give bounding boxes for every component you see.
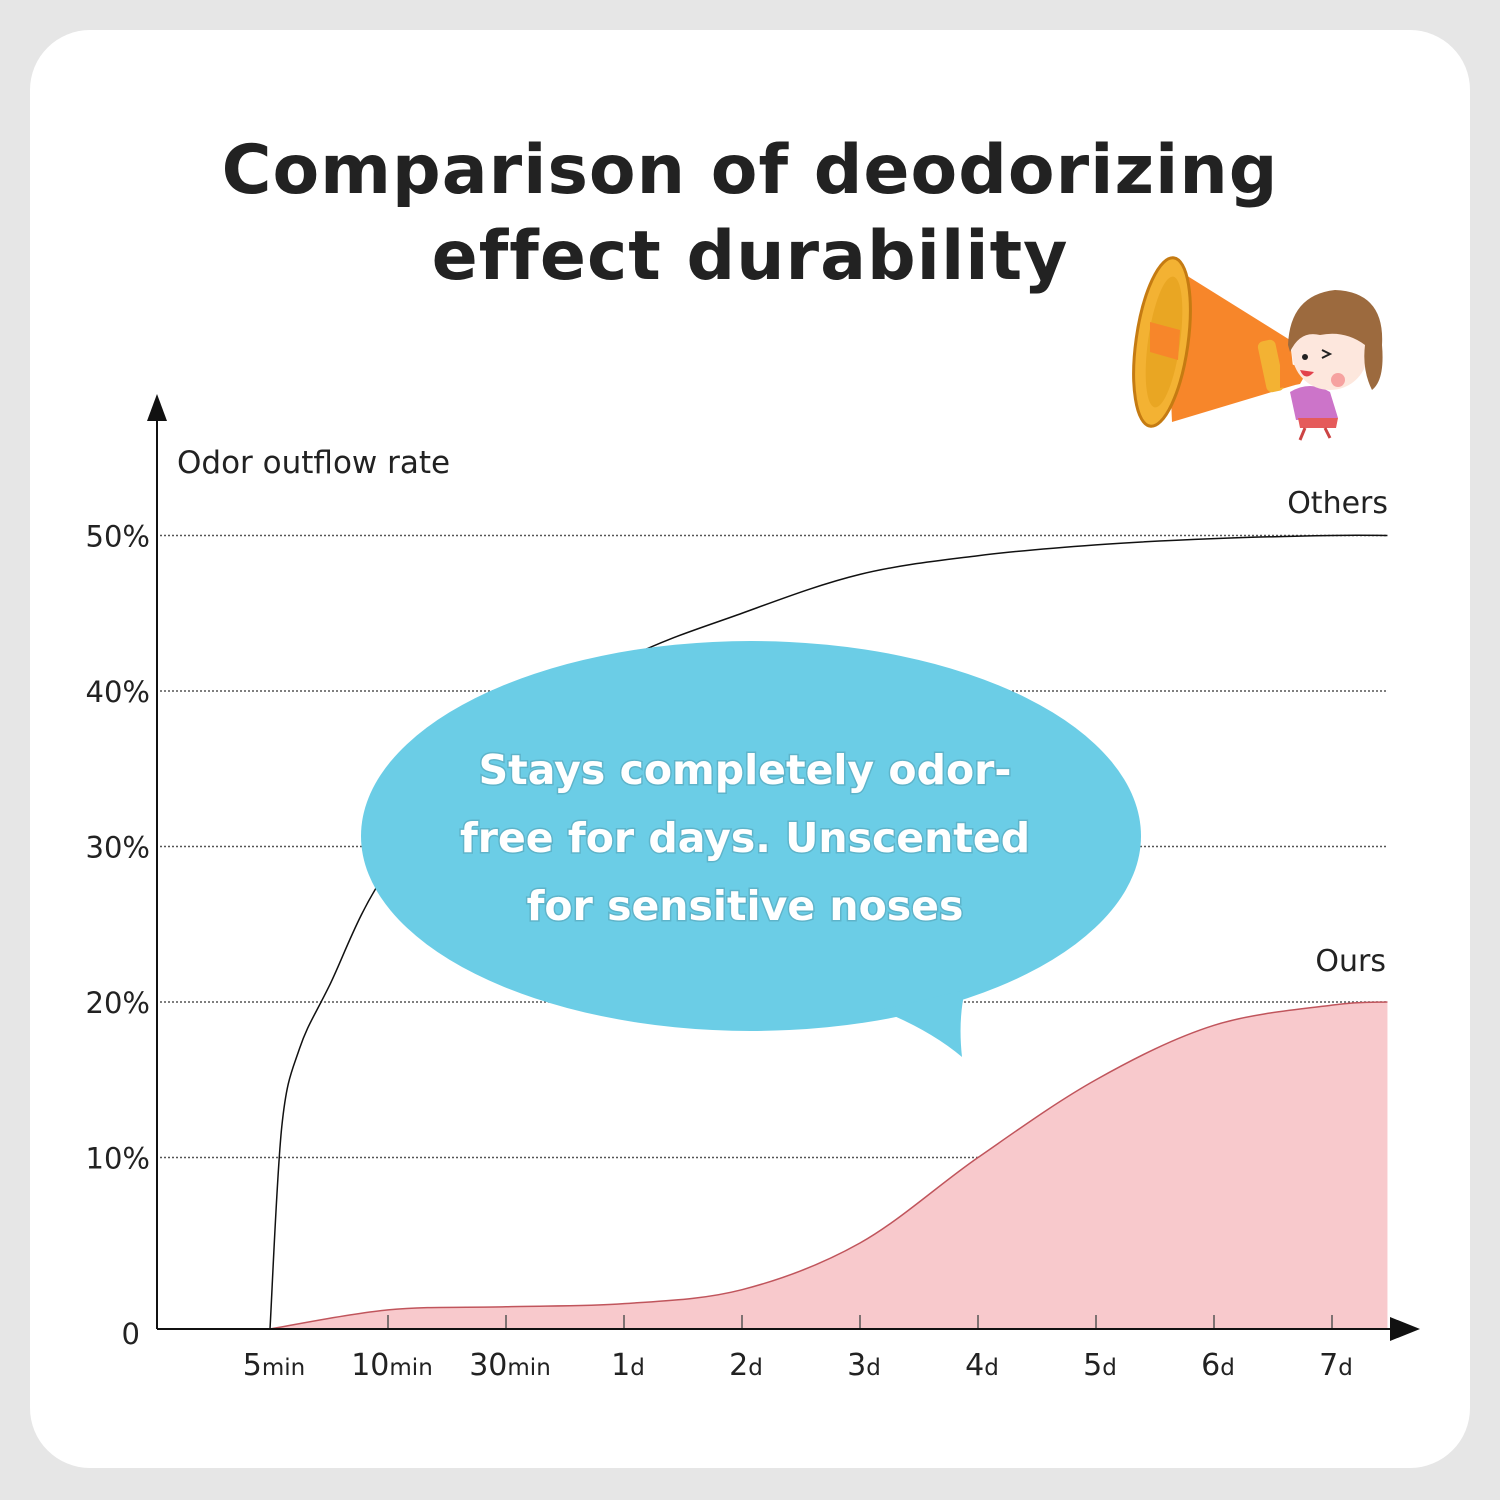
x-tick-label: 7d <box>1319 1348 1353 1383</box>
x-tick-unit: d <box>1220 1355 1235 1381</box>
y-tick-label: 10% <box>86 1142 150 1176</box>
title-line-1: Comparison of deodorizing <box>221 131 1279 210</box>
x-tick-unit: d <box>866 1355 881 1381</box>
x-tick-label: 6d <box>1201 1348 1235 1383</box>
x-ticks <box>387 1315 1333 1329</box>
x-tick-unit: d <box>748 1355 763 1381</box>
y-tick-label: 0 <box>122 1317 140 1351</box>
y-tick-label: 30% <box>86 831 150 865</box>
x-tick-label: 1d <box>611 1348 645 1383</box>
x-tick-number: 2 <box>729 1348 748 1383</box>
speech-bubble-tail <box>880 990 965 1057</box>
ours-area <box>270 1002 1388 1329</box>
y-tick-label: 20% <box>86 986 150 1020</box>
speech-bubble: Stays completely odor- free for days. Un… <box>361 641 1141 1057</box>
x-tick-label: 2d <box>729 1348 763 1383</box>
x-tick-label: 5min <box>243 1348 305 1383</box>
x-tick-unit: d <box>1102 1355 1117 1381</box>
x-tick-unit: min <box>507 1355 550 1381</box>
x-tick-number: 4 <box>965 1348 984 1383</box>
callout-line-2: free for days. Unscented <box>460 814 1030 862</box>
ours-line <box>269 1001 1388 1330</box>
series-label-ours: Ours <box>1315 944 1386 979</box>
title-line-2: effect durability <box>431 217 1069 296</box>
x-tick-number: 5 <box>243 1348 262 1383</box>
x-tick-number: 5 <box>1083 1348 1102 1383</box>
x-tick-number: 6 <box>1201 1348 1220 1383</box>
x-tick-unit: d <box>630 1355 645 1381</box>
x-tick-number: 3 <box>847 1348 866 1383</box>
x-tick-number: 7 <box>1319 1348 1338 1383</box>
x-tick-label: 10min <box>351 1348 433 1383</box>
x-tick-number: 1 <box>611 1348 630 1383</box>
x-tick-unit: min <box>262 1355 305 1381</box>
x-tick-unit: d <box>984 1355 999 1381</box>
x-tick-number: 10 <box>351 1348 389 1383</box>
callout-line-1: Stays completely odor- <box>479 746 1012 794</box>
x-axis-arrow-icon <box>1390 1317 1420 1341</box>
x-tick-label: 3d <box>847 1348 881 1383</box>
y-tick-label: 50% <box>86 520 150 554</box>
x-tick-unit: min <box>389 1355 432 1381</box>
callout-line-3: for sensitive noses <box>527 882 964 930</box>
y-axis-arrow-icon <box>147 394 167 421</box>
x-tick-label: 5d <box>1083 1348 1117 1383</box>
x-tick-label: 4d <box>965 1348 999 1383</box>
y-tick-label: 40% <box>86 675 150 709</box>
series-label-others: Others <box>1287 486 1388 521</box>
y-axis-label: Odor outflow rate <box>177 445 450 481</box>
chart-title: Comparison of deodorizing effect durabil… <box>0 128 1500 300</box>
x-tick-unit: d <box>1338 1355 1353 1381</box>
x-tick-label: 30min <box>469 1348 551 1383</box>
megaphone-girl-illustration <box>1132 256 1383 441</box>
x-tick-number: 30 <box>469 1348 507 1383</box>
